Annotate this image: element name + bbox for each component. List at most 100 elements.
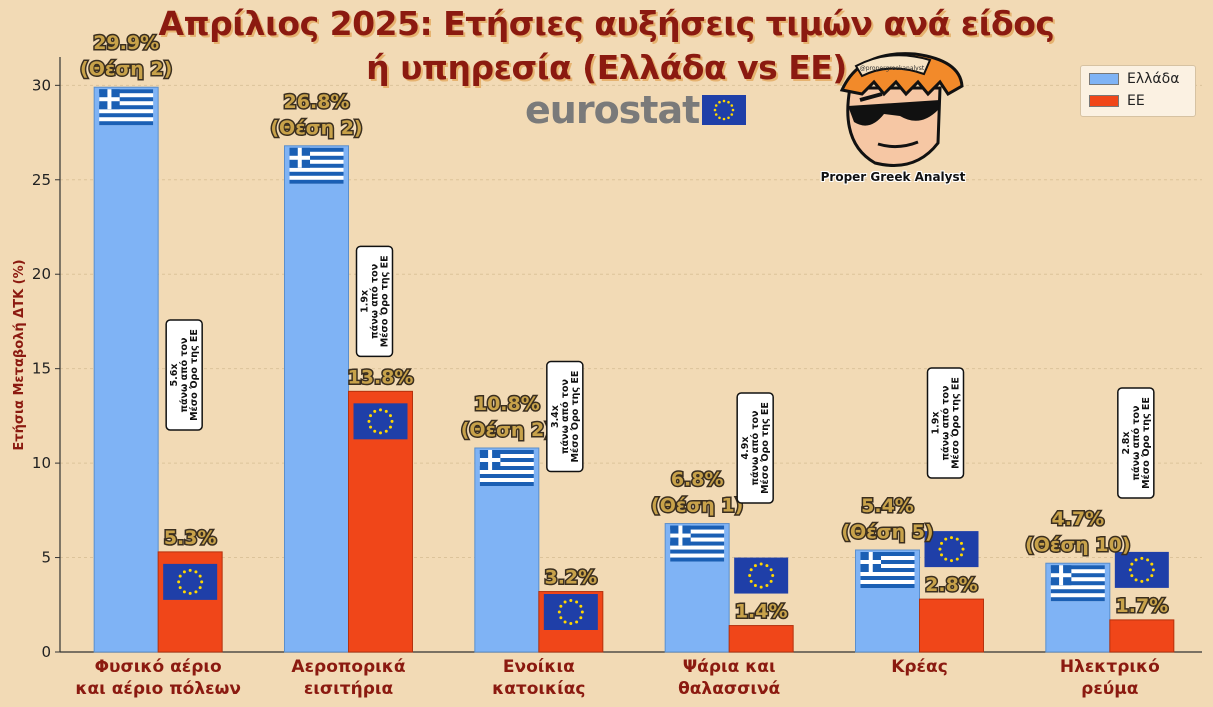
greek-flag-stripe [860, 584, 915, 588]
eu-flag-star [940, 541, 944, 545]
annotation-text: 1.9x [360, 290, 371, 313]
greek-flag-stripe [289, 163, 344, 168]
greek-flag-cross [670, 533, 691, 538]
legend-swatch-eu [1089, 95, 1119, 107]
y-tick-label: 20 [32, 265, 51, 283]
eu-flag-star [940, 553, 944, 557]
eu-flag-star [557, 610, 561, 614]
chart-title-line-1: Απρίλιος 2025: Ετήσιες αυξήσεις τιμών αν… [158, 4, 1055, 43]
greece-value-label: 5.4% [861, 495, 914, 517]
greek-flag-stripe [1050, 589, 1105, 594]
greece-rank-label: (Θέση 10) [1025, 534, 1130, 556]
eu-flag-star [198, 574, 202, 578]
eu-flag-star [367, 419, 371, 423]
eu-flag-star [369, 414, 373, 418]
annotation-text: πάνω από τον [370, 263, 381, 339]
greek-flag-stripe [99, 97, 154, 102]
annotation-text: 3.4x [550, 405, 561, 428]
eu-star [713, 108, 717, 112]
x-tick-label: Ψάρια και [683, 657, 776, 677]
eu-flag-star [1151, 568, 1155, 572]
greek-flag-stripe [1050, 581, 1105, 586]
eu-flag-star [759, 585, 763, 589]
greek-flag-stripe [289, 171, 344, 176]
eu-star [722, 117, 726, 121]
eu-flag-star [182, 590, 186, 594]
eu-flag-star [955, 537, 959, 541]
eu-flag-star [1150, 574, 1154, 578]
eu-flag-star [384, 429, 388, 433]
chart-legend: Ελλάδα ΕΕ [1080, 65, 1196, 117]
eu-flag-star [1134, 558, 1138, 562]
annotation-box [736, 392, 774, 504]
greek-flag-stripe [670, 557, 725, 562]
eu-flag-star [1150, 562, 1154, 566]
legend-item-greece: Ελλάδα [1089, 70, 1179, 88]
annotation-text: Μέσο Όρο της ΕΕ [570, 371, 581, 463]
greece-value-label: 4.7% [1051, 508, 1104, 530]
eu-flag-star [563, 620, 567, 624]
eu-flag-star [1134, 578, 1138, 582]
greek-flag-stripe [289, 179, 344, 184]
annotation-box [926, 367, 965, 479]
x-tick-label: κατοικίας [492, 679, 585, 699]
eu-flag-star [753, 564, 757, 568]
eu-star [727, 100, 731, 104]
eu-flag-star [1130, 574, 1134, 578]
greek-flag-stripe [670, 549, 725, 554]
analyst-face-icon: @propergreekanalyst [839, 52, 964, 167]
annotation-text: πάνω από τον [560, 379, 571, 455]
eu-flag-star [388, 425, 392, 429]
eu-flag-star [178, 574, 182, 578]
annotation-box [1117, 387, 1155, 499]
eu-flag-star [559, 616, 563, 620]
eu-value-label: 3.2% [544, 567, 597, 589]
annotation-text: 5.6x [169, 364, 180, 387]
annotation-text: Μέσο Όρο της ΕΕ [189, 329, 200, 421]
eu-value-label: 1.7% [1115, 595, 1168, 617]
greek-flag-stripe [860, 568, 915, 572]
greece-bar [93, 86, 159, 653]
eu-flag-star [748, 574, 752, 578]
eu-bar [919, 598, 984, 653]
greece-value-label: 26.8% [284, 91, 350, 113]
greece-value-label: 10.8% [474, 393, 540, 415]
eu-flag-star [950, 536, 953, 540]
annotation-box [355, 245, 394, 358]
eu-star [730, 104, 734, 107]
eu-flag-star [559, 604, 563, 608]
eu-flag-star [1140, 579, 1144, 583]
greece-rank-label: (Θέση 5) [841, 521, 933, 543]
eu-star [715, 104, 718, 107]
greek-flag-cross [1050, 573, 1072, 578]
eu-flag-star [182, 570, 186, 574]
greek-flag-stripe [860, 576, 915, 580]
eu-value-label: 1.4% [735, 601, 788, 623]
chart-title-line-2: ή υπηρεσία (Ελλάδα vs ΕΕ) [366, 48, 847, 87]
y-tick-label: 15 [32, 360, 51, 378]
eu-bar [728, 625, 794, 653]
y-tick-label: 25 [32, 171, 51, 189]
eu-flag-star [575, 600, 579, 604]
y-tick-label: 30 [32, 76, 51, 94]
greek-flag-stripe [289, 147, 344, 152]
greek-flag-stripe [479, 474, 534, 478]
eu-flag-star [563, 600, 567, 604]
greek-flag-stripe [860, 560, 915, 564]
eu-flag-star [1130, 562, 1134, 566]
greece-value-label: 29.9% [93, 32, 159, 54]
greek-flag-stripe [1050, 565, 1105, 570]
greece-rank-label: (Θέση 2) [270, 117, 362, 139]
greek-flag-stripe [479, 450, 534, 454]
greek-flag-stripe [479, 482, 534, 486]
eu-flag-star [178, 586, 182, 590]
x-tick-label: Φυσικό αέριο [95, 657, 222, 677]
greek-flag-stripe [670, 525, 725, 530]
greek-flag-stripe [670, 541, 725, 546]
eu-flag-star [188, 568, 192, 572]
eu-flag-star [749, 568, 753, 572]
greek-flag-stripe [1050, 597, 1105, 602]
eu-flag-star [959, 553, 963, 557]
annotation-text: πάνω από τον [1131, 405, 1142, 481]
